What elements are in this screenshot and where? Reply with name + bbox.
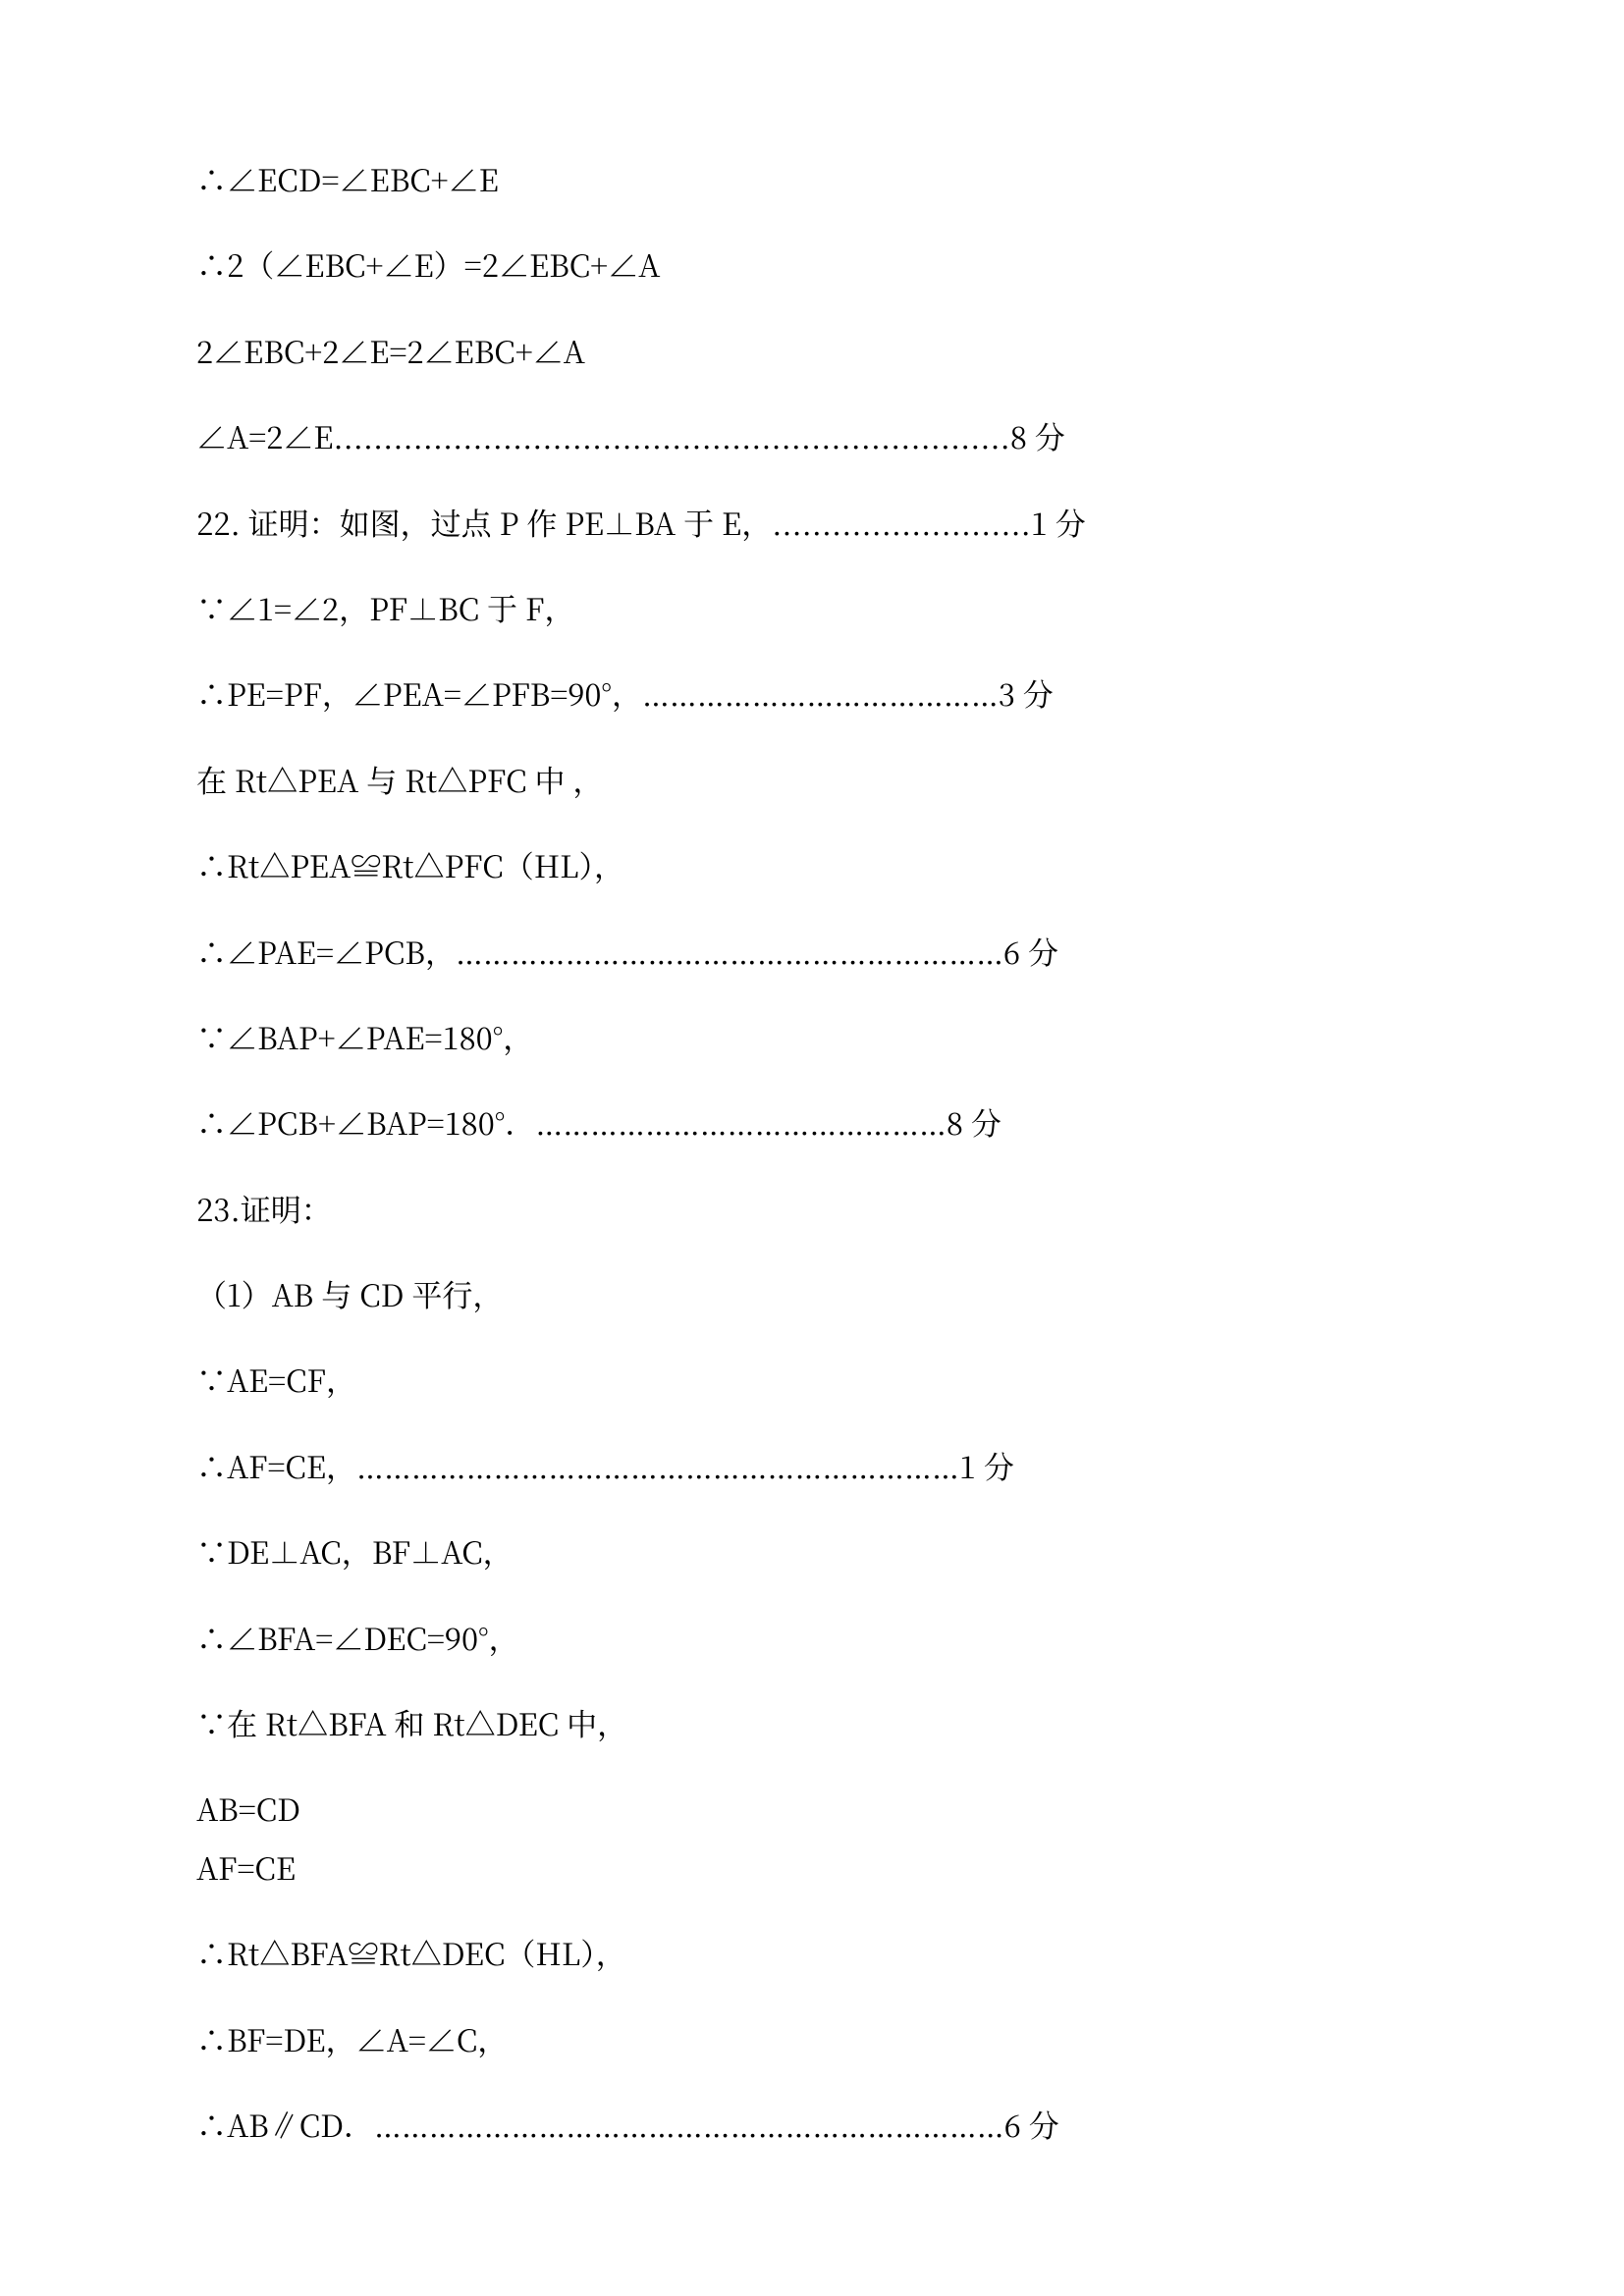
equation-line: AB=CD	[196, 1787, 1428, 1829]
proof-line-scored: ∴∠PAE=∠PCB，……………………………………………………6 分	[196, 930, 1428, 972]
proof-line: ∴BF=DE，∠A=∠C，	[196, 2017, 1428, 2059]
proof-line: ∵∠BAP+∠PAE=180°，	[196, 1015, 1428, 1057]
proof-line: 2∠EBC+2∠E=2∠EBC+∠A	[196, 329, 1428, 371]
math-proof-page: ∴∠ECD=∠EBC+∠E ∴2（∠EBC+∠E）=2∠EBC+∠A 2∠EBC…	[0, 0, 1624, 2296]
problem-22-start: 22. 证明：如图，过点 P 作 PE⊥BA 于 E，.............…	[196, 501, 1428, 543]
proof-line: ∴Rt△BFA≌Rt△DEC（HL），	[196, 1931, 1428, 1973]
proof-line: ∵DE⊥AC，BF⊥AC，	[196, 1529, 1428, 1572]
proof-line: ∴Rt△PEA≌Rt△PFC（HL），	[196, 843, 1428, 885]
proof-line-scored: ∴PE=PF，∠PEA=∠PFB=90°，…………………………………3 分	[196, 671, 1428, 714]
proof-line: ∵∠1=∠2，PF⊥BC 于 F，	[196, 586, 1428, 628]
proof-line: 在 Rt△PEA 与 Rt△PFC 中 ，	[196, 758, 1428, 800]
equation-line: AF=CE	[196, 1845, 1428, 1888]
problem-23-start: 23.证明：	[196, 1187, 1428, 1229]
proof-line: ∵在 Rt△BFA 和 Rt△DEC 中，	[196, 1701, 1428, 1743]
proof-line: ∴∠ECD=∠EBC+∠E	[196, 157, 1428, 199]
proof-line: ∴2（∠EBC+∠E）=2∠EBC+∠A	[196, 242, 1428, 285]
proof-line: （1）AB 与 CD 平行，	[196, 1272, 1428, 1314]
proof-line-scored: ∴AF=CE，…………………………………………………………1 分	[196, 1444, 1428, 1486]
proof-line-scored: ∴AB∥CD．……………………………………………………………6 分	[196, 2103, 1428, 2145]
proof-line-scored: ∴∠PCB+∠BAP=180°．………………………………………8 分	[196, 1100, 1428, 1143]
proof-line-scored: ∠A=2∠E..................................…	[196, 414, 1428, 456]
proof-line: ∵AE=CF，	[196, 1358, 1428, 1400]
proof-line: ∴∠BFA=∠DEC=90°，	[196, 1616, 1428, 1658]
